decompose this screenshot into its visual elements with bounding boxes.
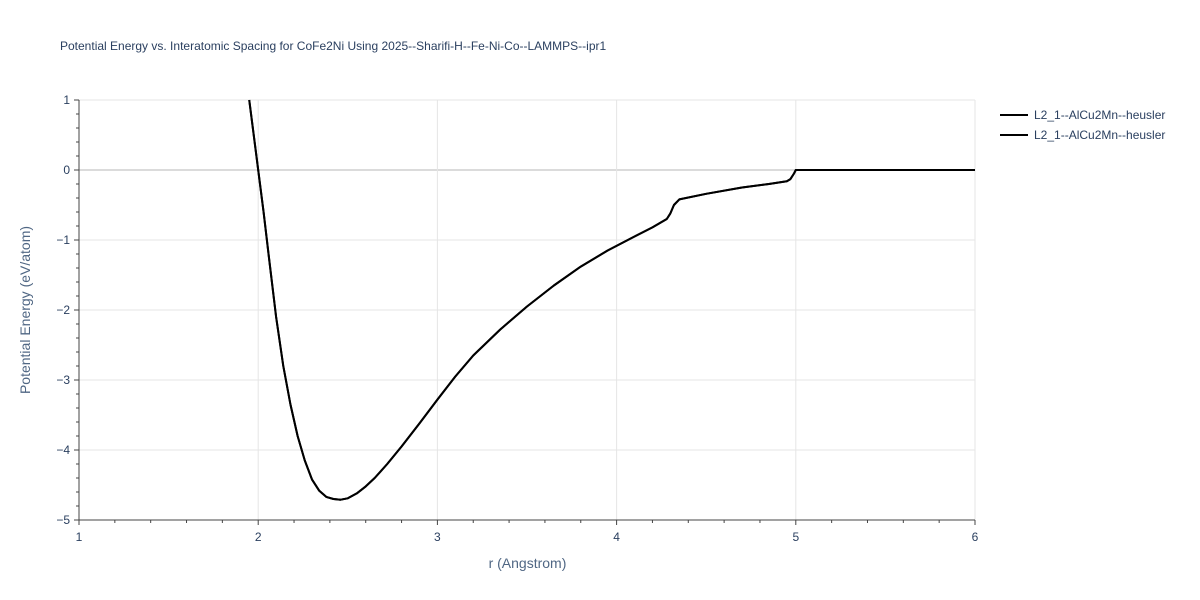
y-tick-label: −2: [56, 303, 70, 317]
legend-label: L2_1--AlCu2Mn--heusler: [1034, 108, 1165, 122]
x-tick-label: 4: [613, 530, 620, 544]
legend-item-1[interactable]: L2_1--AlCu2Mn--heusler: [1000, 108, 1165, 122]
y-tick-label: −5: [56, 513, 70, 527]
x-tick-label: 1: [76, 530, 83, 544]
chart-title: Potential Energy vs. Interatomic Spacing…: [60, 39, 607, 53]
x-tick-label: 2: [255, 530, 262, 544]
y-tick-label: 0: [63, 163, 70, 177]
legend-item-2[interactable]: L2_1--AlCu2Mn--heusler: [1000, 128, 1165, 142]
x-axis-title: r (Angstrom): [489, 555, 567, 571]
y-tick-label: −3: [56, 373, 70, 387]
x-tick-label: 6: [972, 530, 979, 544]
legend-label: L2_1--AlCu2Mn--heusler: [1034, 128, 1165, 142]
series-line-2: [248, 99, 975, 501]
y-tick-label: −4: [56, 443, 70, 457]
y-axis-title: Potential Energy (eV/atom): [17, 226, 33, 394]
series-lines: [248, 99, 975, 501]
axes: −5 −4 −3 −2 −1 0 1 1 2 3 4 5 6: [56, 93, 978, 544]
x-tick-label: 5: [792, 530, 799, 544]
x-tick-label: 3: [434, 530, 441, 544]
y-tick-label: 1: [63, 93, 70, 107]
y-tick-label: −1: [56, 233, 70, 247]
legend[interactable]: L2_1--AlCu2Mn--heusler L2_1--AlCu2Mn--heu…: [1000, 108, 1165, 142]
